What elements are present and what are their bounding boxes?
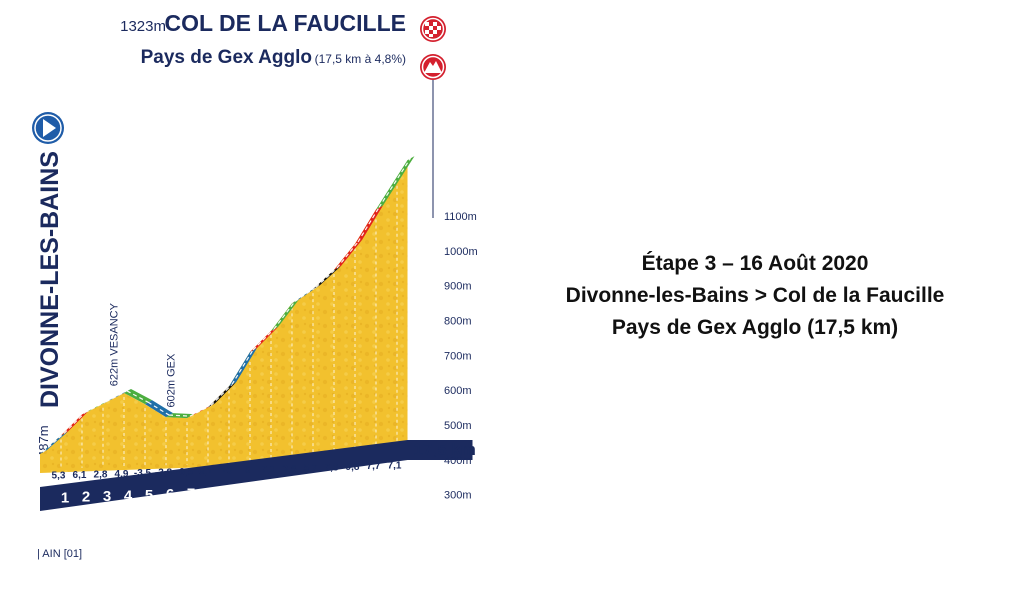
altitude-label: 300m <box>444 490 472 502</box>
profile-annotations: 622m VESANCY 602m GEX <box>109 302 178 407</box>
altitude-label: 400m <box>444 455 472 467</box>
altitude-label: 900m <box>444 281 472 293</box>
road-centre-line <box>252 328 275 351</box>
play-arrow-icon <box>32 112 64 144</box>
altitude-label: 600m <box>444 385 472 397</box>
summit-altitude: 1323m <box>120 18 166 35</box>
km-marker: 1 <box>61 489 69 506</box>
km-marker: 8 <box>208 485 216 502</box>
total-distance-label: 17,5 km <box>414 440 476 459</box>
gradient-label: 6,1 <box>73 470 87 481</box>
caption-line-3: Pays de Gex Agglo (17,5 km) <box>611 316 899 339</box>
km-marker: 13 <box>309 482 326 499</box>
region-label: | AIN [01] <box>37 548 82 560</box>
gradient-labels: 5,3 6,1 2,8 4,9 -3,5 -3,8 -0,5 6,1 10 6 7,7 3,8 5,7 7… <box>52 461 402 482</box>
km-marker: 6 <box>166 486 174 503</box>
altitude-scale: 1100m 1000m 900m 800m 700m 600m 500m 400m 300m <box>444 211 478 502</box>
km-marker: 5 <box>145 487 153 504</box>
distance-tab <box>407 439 473 460</box>
road-centre-line <box>336 241 359 269</box>
altitude-label: 700m <box>444 350 472 362</box>
gradient-label: 4,9 <box>115 469 129 480</box>
road-segment <box>145 400 173 418</box>
start-name: DIVONNE-LES-BAINS <box>36 151 64 408</box>
altitude-label: 500m <box>444 420 472 432</box>
road-centre-line <box>294 286 317 302</box>
road-segments <box>40 156 415 454</box>
road-segment <box>187 403 215 419</box>
gradient-label: 3,8 <box>283 464 297 475</box>
profile-area <box>40 160 408 473</box>
km-marker: 15 <box>351 481 368 498</box>
road-segment <box>166 413 194 419</box>
annotation-label: 622m VESANCY <box>109 302 121 386</box>
km-marker: 2 <box>82 489 90 506</box>
gradient-label: 5,3 <box>52 471 66 482</box>
road-centre-line <box>315 267 338 288</box>
mountain-summit-icon <box>420 54 446 80</box>
km-grid-lines <box>60 185 398 469</box>
gradient-label: 5,7 <box>304 463 318 474</box>
caption-line-2: Divonne-les-Bains > Col de la Faucille <box>565 284 945 307</box>
km-markers: 1 2 3 4 5 6 7 8 9 10 11 12 13 14 15 16 <box>61 480 389 506</box>
road-centre-line <box>126 390 149 403</box>
gradient-label: 6,1 <box>199 466 213 477</box>
km-marker: 11 <box>267 483 283 500</box>
gradient-label: 7,7 <box>262 464 276 475</box>
annotation-label: 602m GEX <box>165 353 177 407</box>
summit-subtitle: Pays de Gex Agglo <box>141 47 312 68</box>
road-centre-line <box>210 383 233 406</box>
gradient-label: -3,5 <box>134 468 152 479</box>
gradient-label: 7,7 <box>367 461 381 472</box>
road-centre-line <box>84 401 107 414</box>
gradient-label: 6 <box>245 465 251 476</box>
gradient-label: 2,8 <box>94 469 108 480</box>
km-marker: 16 <box>372 480 389 497</box>
gradient-label: 10 <box>221 466 233 477</box>
road-centre-line <box>378 157 412 208</box>
altitude-label: 800m <box>444 316 472 328</box>
gradient-label: -0,5 <box>176 467 194 478</box>
road-centre-line <box>105 390 128 403</box>
km-marker: 14 <box>330 481 347 498</box>
road-centre-line <box>273 300 296 330</box>
km-marker: 4 <box>124 487 133 504</box>
summit-detail: (17,5 km à 4,8%) <box>315 52 406 66</box>
gradient-label: 9,8 <box>346 462 360 473</box>
road-centre-line <box>189 404 212 417</box>
caption-line-1: Étape 3 – 16 Août 2020 <box>641 252 869 275</box>
profile-fill <box>40 160 408 473</box>
road-segment <box>124 388 152 405</box>
altitude-label: 1000m <box>444 246 478 258</box>
road-centre-line <box>63 412 86 434</box>
distance-base-band: 17,5 km <box>40 439 476 511</box>
gradient-label: 7,3 <box>325 462 339 473</box>
finish-flag-icon <box>420 16 446 42</box>
km-marker: 7 <box>187 486 195 503</box>
gradient-label: -3,8 <box>155 468 173 479</box>
road-segment <box>82 399 110 415</box>
altitude-label: 1100m <box>444 211 477 223</box>
road-segment <box>103 388 131 404</box>
km-marker: 3 <box>103 488 111 505</box>
gradient-label: 7,1 <box>388 461 402 472</box>
summit-name: COL DE LA FAUCILLE <box>165 10 407 36</box>
road-centre-line <box>168 414 191 417</box>
road-centre-line <box>42 432 65 453</box>
stage-caption: Étape 3 – 16 Août 2020 Divonne-les-Bains… <box>545 248 965 344</box>
km-marker: 10 <box>246 484 263 501</box>
base-band <box>40 439 408 511</box>
km-marker: 9 <box>229 484 237 501</box>
km-marker: 12 <box>288 482 305 499</box>
